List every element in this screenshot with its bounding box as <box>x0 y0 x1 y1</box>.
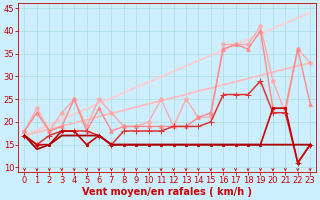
X-axis label: Vent moyen/en rafales ( km/h ): Vent moyen/en rafales ( km/h ) <box>82 187 252 197</box>
